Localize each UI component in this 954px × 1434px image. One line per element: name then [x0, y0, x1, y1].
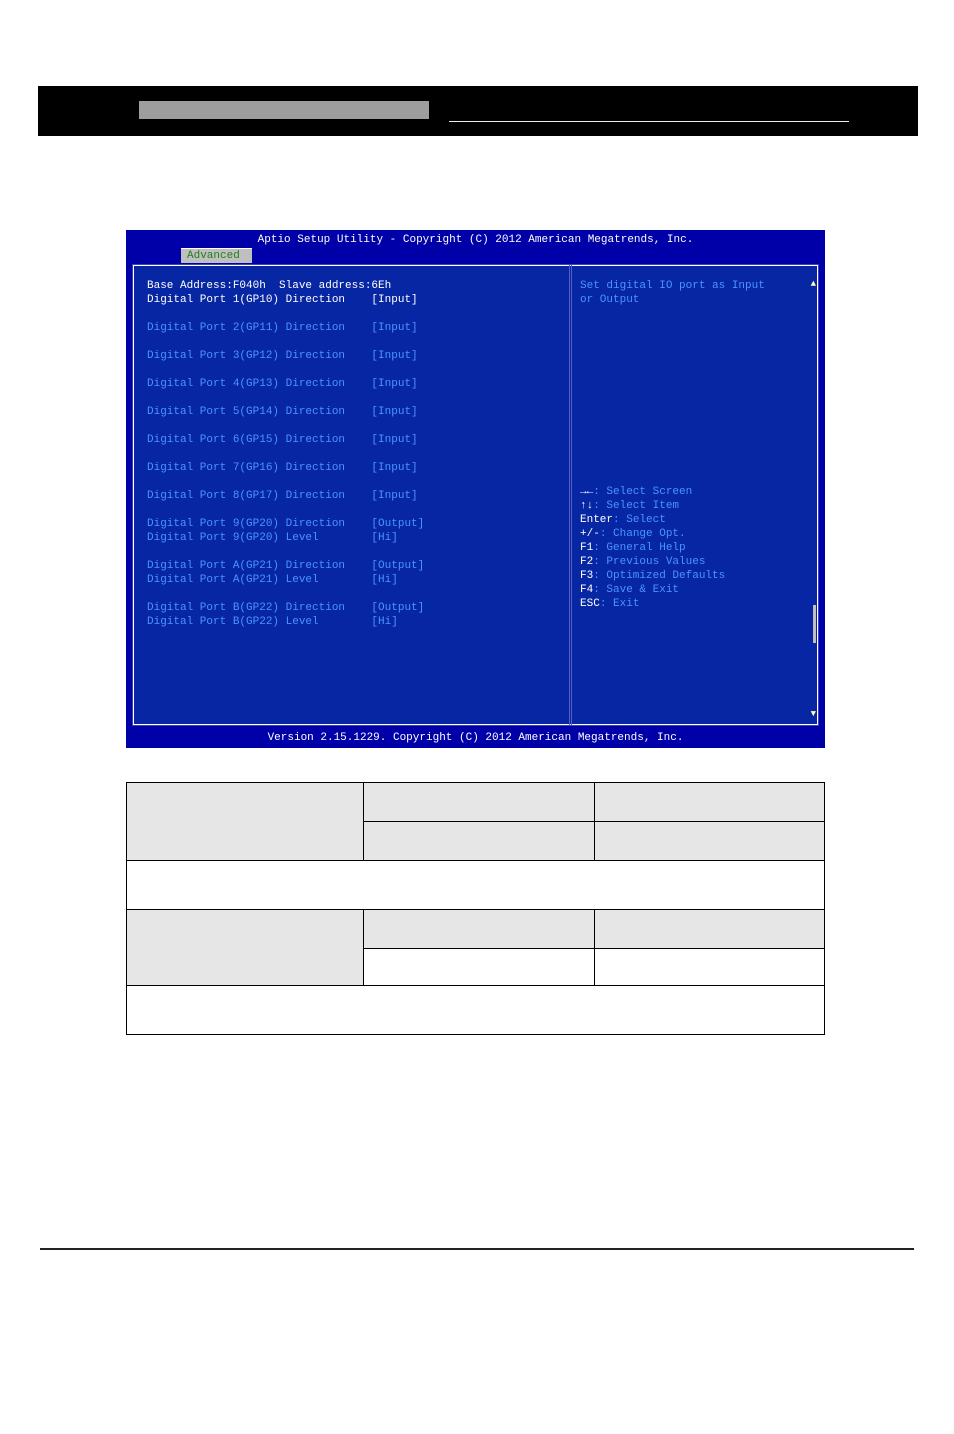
- key-hint: F2: Previous Values: [580, 555, 725, 569]
- banner-right-underline: [449, 99, 849, 122]
- blank-line: [147, 363, 587, 377]
- blank-line: [147, 503, 587, 517]
- blank-line: [147, 447, 587, 461]
- blank-line: [147, 475, 587, 489]
- row1-opt3: [364, 822, 594, 861]
- row2-desc: [127, 986, 825, 1035]
- setting-line[interactable]: Digital Port A(GP21) Level [Hi]: [147, 573, 587, 587]
- table-row: [127, 986, 825, 1035]
- setting-line[interactable]: Digital Port 3(GP12) Direction [Input]: [147, 349, 587, 363]
- setting-line[interactable]: Digital Port B(GP22) Level [Hi]: [147, 615, 587, 629]
- setting-line[interactable]: Digital Port 4(GP13) Direction [Input]: [147, 377, 587, 391]
- key-hint: F1: General Help: [580, 541, 725, 555]
- row1-opt2: [594, 783, 824, 822]
- key-hint: →←: Select Screen: [580, 485, 725, 499]
- setting-line[interactable]: Digital Port 2(GP11) Direction [Input]: [147, 321, 587, 335]
- key-hint: +/-: Change Opt.: [580, 527, 725, 541]
- row2-opt3: [364, 949, 594, 986]
- blank-line: [147, 419, 587, 433]
- setting-line[interactable]: Digital Port 8(GP17) Direction [Input]: [147, 489, 587, 503]
- row1-opt1: [364, 783, 594, 822]
- bios-help-pane: Set digital IO port as Input or Output →…: [569, 265, 818, 725]
- key-hints: →←: Select Screen↑↓: Select ItemEnter: S…: [580, 485, 725, 611]
- table-row: [127, 861, 825, 910]
- row1-label: [127, 783, 364, 861]
- blank-line: [147, 587, 587, 601]
- setting-line[interactable]: Digital Port 6(GP15) Direction [Input]: [147, 433, 587, 447]
- table-row: [127, 910, 825, 949]
- bios-body: Base Address:F040h Slave address:6Eh Dig…: [132, 264, 819, 726]
- key-hint: ↑↓: Select Item: [580, 499, 725, 513]
- blank-line: [147, 391, 587, 405]
- row1-desc: [127, 861, 825, 910]
- row2-opt4: [594, 949, 824, 986]
- bios-footer: Version 2.15.1229. Copyright (C) 2012 Am…: [126, 732, 825, 744]
- setting-line[interactable]: Digital Port 7(GP16) Direction [Input]: [147, 461, 587, 475]
- setting-line[interactable]: Digital Port 1(GP10) Direction [Input]: [147, 293, 587, 307]
- blank-line: [147, 545, 587, 559]
- setting-line[interactable]: Digital Port 5(GP14) Direction [Input]: [147, 405, 587, 419]
- blank-line: [147, 335, 587, 349]
- key-hint: ESC: Exit: [580, 597, 725, 611]
- page: Aptio Setup Utility - Copyright (C) 2012…: [0, 0, 954, 1434]
- row2-opt2: [594, 910, 824, 949]
- banner-left-block: [139, 101, 429, 120]
- bios-settings-pane[interactable]: Base Address:F040h Slave address:6Eh Dig…: [133, 265, 597, 725]
- setting-line[interactable]: Digital Port 9(GP20) Direction [Output]: [147, 517, 587, 531]
- row2-opt1: [364, 910, 594, 949]
- row1-opt4: [594, 822, 824, 861]
- base-address-line: Base Address:F040h Slave address:6Eh: [147, 279, 587, 293]
- setting-line[interactable]: Digital Port B(GP22) Direction [Output]: [147, 601, 587, 615]
- help-text: Set digital IO port as Input or Output: [580, 279, 810, 307]
- footer-rule: [40, 1248, 914, 1250]
- bios-tab-advanced[interactable]: Advanced: [181, 248, 252, 263]
- key-hint: F3: Optimized Defaults: [580, 569, 725, 583]
- bios-screenshot: Aptio Setup Utility - Copyright (C) 2012…: [126, 230, 825, 748]
- title-banner: [38, 86, 918, 136]
- table-row: [127, 783, 825, 822]
- bios-title: Aptio Setup Utility - Copyright (C) 2012…: [126, 234, 825, 246]
- row2-label: [127, 910, 364, 986]
- options-table: [126, 782, 825, 1035]
- key-hint: F4: Save & Exit: [580, 583, 725, 597]
- blank-line: [147, 307, 587, 321]
- setting-line[interactable]: Digital Port A(GP21) Direction [Output]: [147, 559, 587, 573]
- setting-line[interactable]: Digital Port 9(GP20) Level [Hi]: [147, 531, 587, 545]
- key-hint: Enter: Select: [580, 513, 725, 527]
